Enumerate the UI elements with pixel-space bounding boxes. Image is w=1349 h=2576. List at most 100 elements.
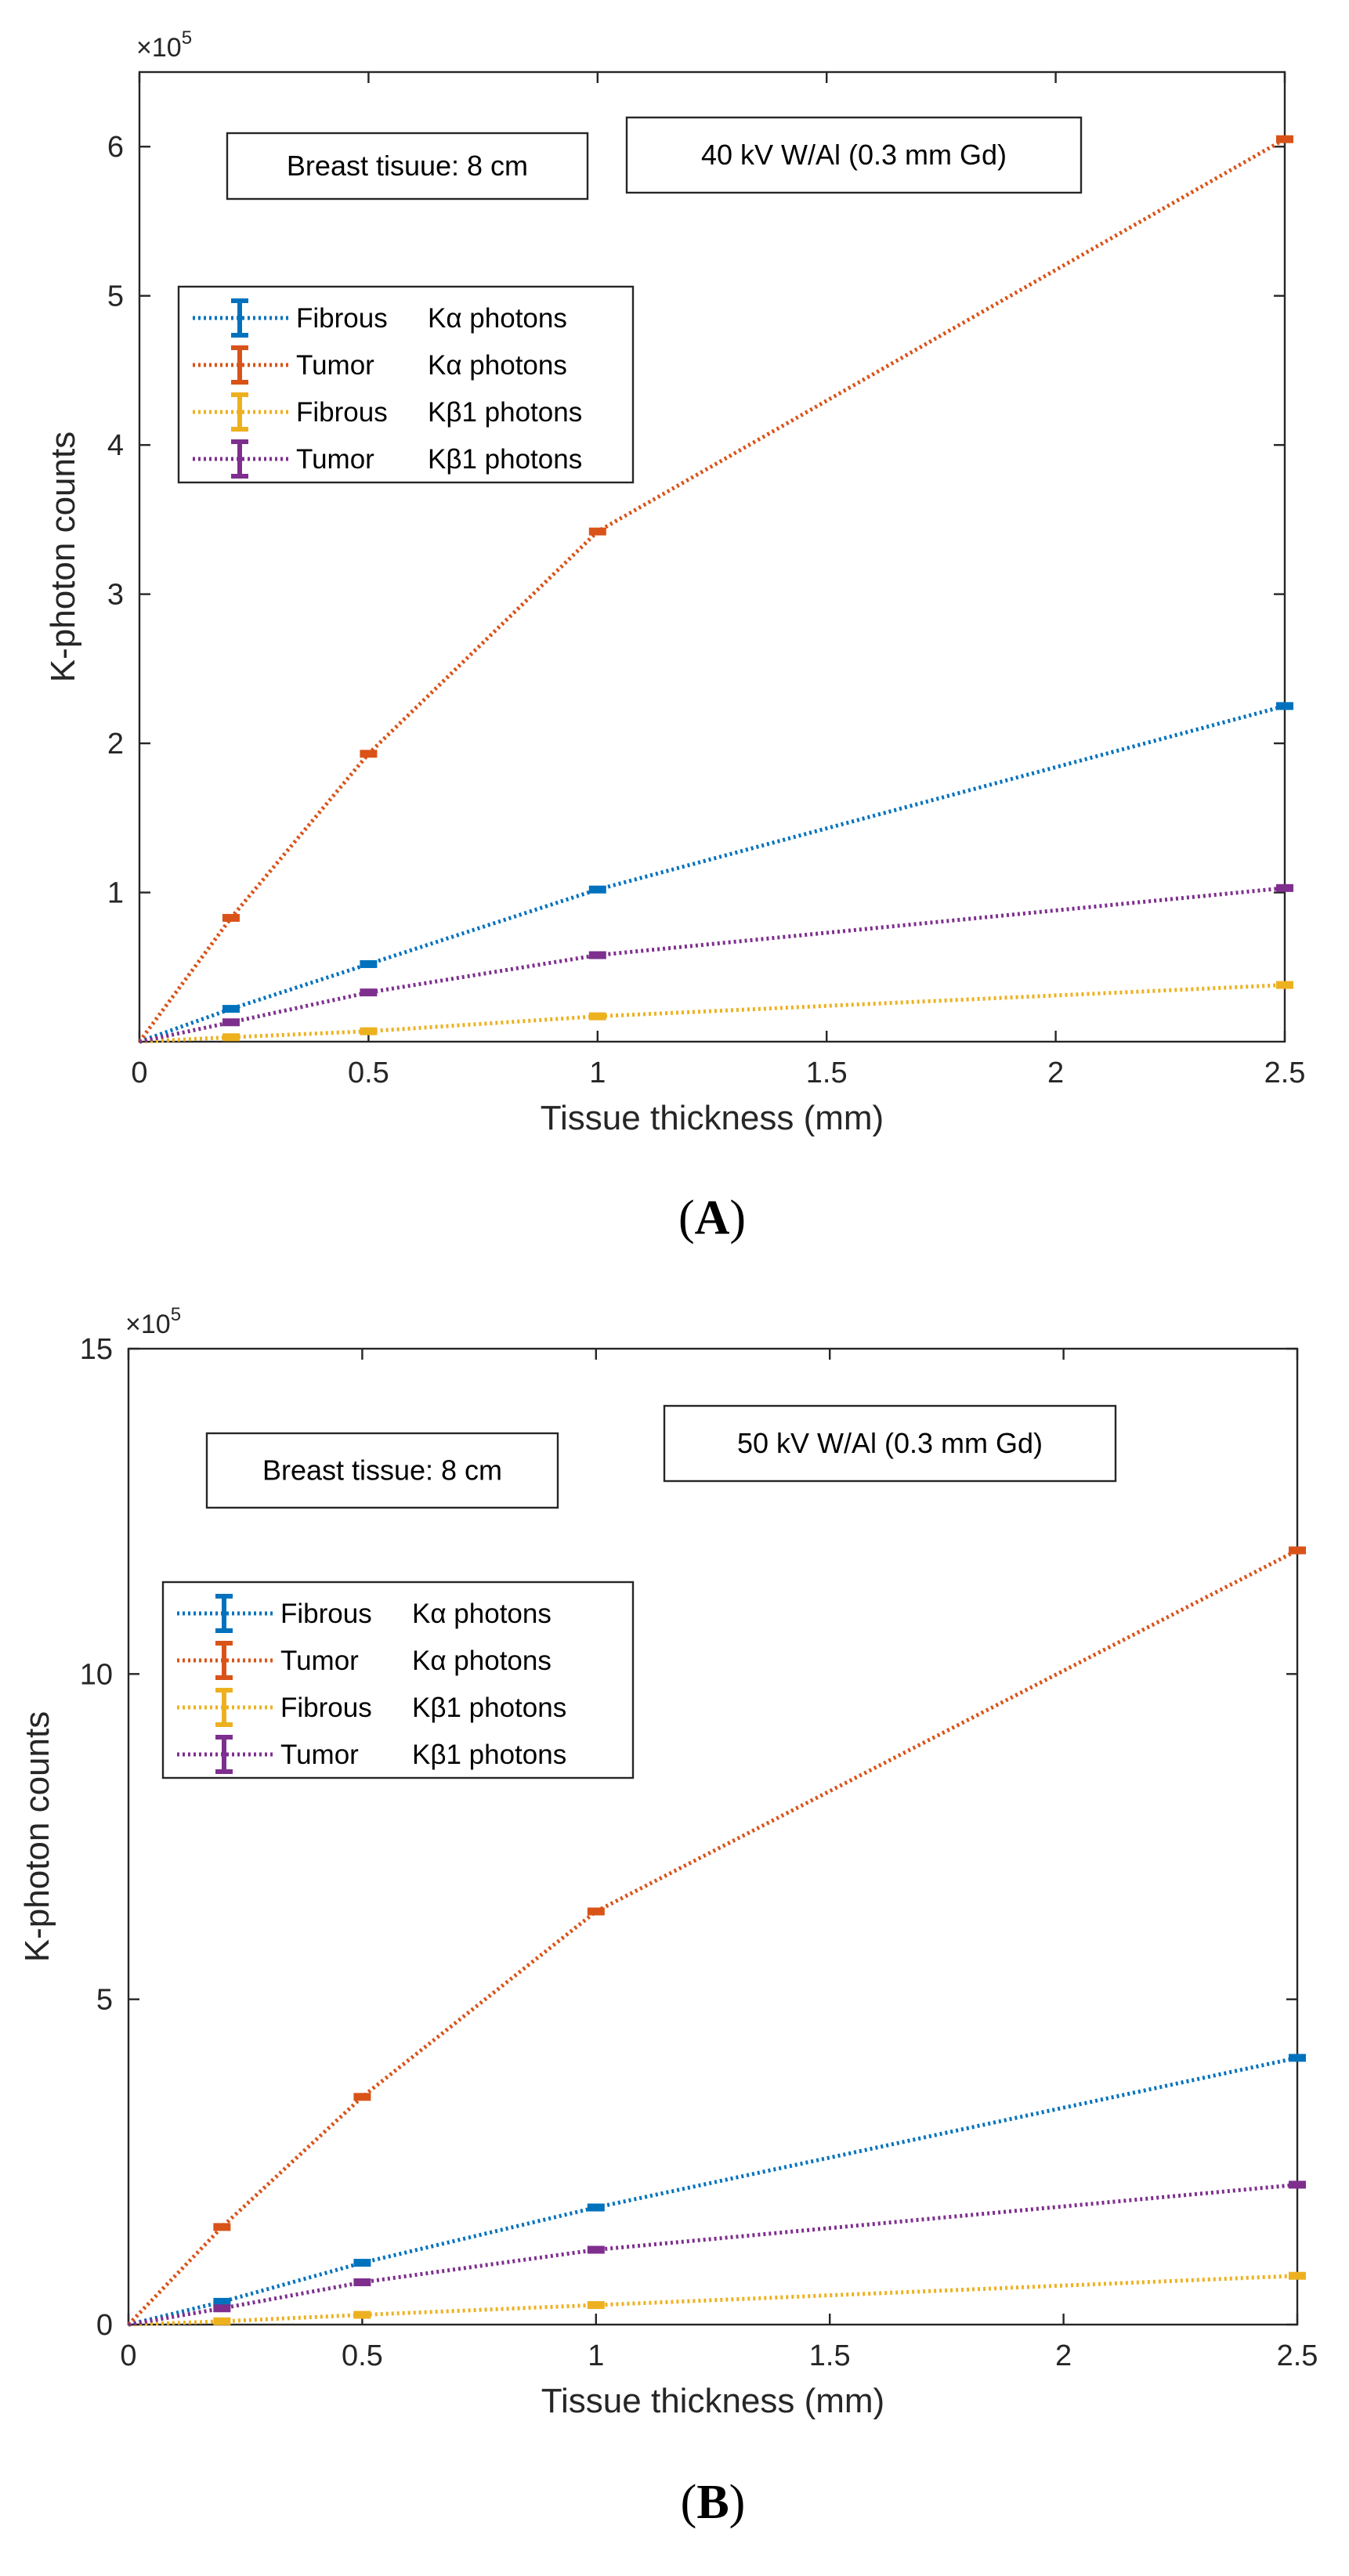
legend-series-desc: Kα photons xyxy=(428,303,567,334)
x-axis-label: Tissue thickness (mm) xyxy=(541,1099,884,1137)
x-tick-label: 2.5 xyxy=(1264,1057,1306,1089)
data-point xyxy=(1289,2180,1306,2189)
y-tick-label: 5 xyxy=(96,1984,113,2017)
y-multiplier: ×105 xyxy=(125,1304,181,1339)
data-point xyxy=(587,2203,605,2212)
x-tick-label: 2 xyxy=(1047,1057,1064,1089)
data-point xyxy=(1276,883,1293,892)
y-multiplier-base: ×10 xyxy=(136,33,182,63)
annotation-text: 40 kV W/Al (0.3 mm Gd) xyxy=(701,139,1007,171)
legend-series-name: Fibrous xyxy=(296,397,388,428)
legend-series-name: Tumor xyxy=(280,1740,359,1770)
series-line xyxy=(139,886,1286,1044)
data-point xyxy=(222,1018,240,1027)
data-point xyxy=(222,1005,240,1013)
data-point xyxy=(588,885,606,894)
y-tick-label: 2 xyxy=(107,728,124,761)
annotation-box xyxy=(205,1432,559,1509)
legend-series-name: Tumor xyxy=(296,350,374,381)
panel-label-open: ( xyxy=(678,1191,695,1245)
annotation-text: Breast tisuue: 8 cm xyxy=(287,150,528,182)
annotation-box xyxy=(226,132,589,201)
data-point xyxy=(353,2093,371,2101)
panel-label-close: ) xyxy=(729,1191,746,1245)
annotation-box xyxy=(625,116,1083,194)
data-point xyxy=(360,1027,378,1035)
x-tick-label: 0 xyxy=(131,1057,147,1089)
legend-series-desc: Kβ1 photons xyxy=(412,1693,566,1723)
y-axis-label: K-photon counts xyxy=(18,1711,56,1962)
y-tick-label: 1 xyxy=(107,877,124,910)
y-tick-label: 6 xyxy=(107,131,124,164)
data-point xyxy=(353,2278,371,2287)
y-tick-label: 5 xyxy=(107,280,124,313)
data-point xyxy=(1289,2054,1306,2062)
x-tick-label: 0.5 xyxy=(348,1057,389,1089)
data-point xyxy=(1276,702,1293,710)
data-point xyxy=(213,2317,231,2325)
y-multiplier: ×105 xyxy=(136,27,192,63)
y-tick-label: 3 xyxy=(107,579,124,612)
legend-series-desc: Kα photons xyxy=(412,1646,552,1676)
y-axis-label: K-photon counts xyxy=(44,432,82,682)
data-point xyxy=(213,2304,231,2313)
legend-series-desc: Kβ1 photons xyxy=(412,1740,566,1770)
data-point xyxy=(360,959,378,968)
x-tick-label: 1.5 xyxy=(809,2339,851,2372)
series-line xyxy=(128,2274,1298,2327)
y-multiplier-base: ×10 xyxy=(125,1310,171,1339)
panel-label: (A) xyxy=(678,1191,746,1245)
data-point xyxy=(1289,1546,1306,1555)
data-point xyxy=(588,951,606,959)
data-point xyxy=(587,1907,605,1916)
data-point xyxy=(360,750,378,758)
panel-label-letter: B xyxy=(696,2476,729,2529)
y-tick-label: 10 xyxy=(80,1658,113,1691)
legend-series-desc: Kβ1 photons xyxy=(428,397,582,428)
x-tick-label: 1 xyxy=(589,1057,606,1089)
series-line xyxy=(139,704,1286,1044)
annotation-text: Breast tissue: 8 cm xyxy=(262,1454,502,1487)
y-multiplier-exponent: 5 xyxy=(182,27,192,49)
panel-label-letter: A xyxy=(695,1191,730,1245)
legend-series-name: Fibrous xyxy=(280,1599,372,1629)
x-axis-label: Tissue thickness (mm) xyxy=(541,2382,884,2420)
data-point xyxy=(222,913,240,922)
data-point xyxy=(222,1033,240,1042)
panel-label: (B) xyxy=(681,2476,746,2529)
legend-series-name: Fibrous xyxy=(296,303,388,334)
data-point xyxy=(360,988,378,997)
annotation-box xyxy=(663,1404,1117,1483)
y-multiplier-exponent: 5 xyxy=(171,1304,181,1325)
panel-label-open: ( xyxy=(681,2476,697,2529)
series-line xyxy=(139,983,1286,1044)
y-tick-label: 4 xyxy=(107,429,124,462)
data-point xyxy=(1276,135,1293,143)
data-point xyxy=(353,2259,371,2267)
x-tick-label: 0.5 xyxy=(342,2339,383,2372)
y-tick-label: 15 xyxy=(80,1333,113,1366)
data-point xyxy=(588,1012,606,1021)
legend-series-desc: Kβ1 photons xyxy=(428,444,582,475)
data-point xyxy=(588,527,606,536)
series-line xyxy=(137,137,1286,1043)
x-tick-label: 1.5 xyxy=(806,1057,848,1089)
panel-label-close: ) xyxy=(729,2476,746,2529)
plot-frame xyxy=(127,1347,1299,2326)
legend-series-name: Fibrous xyxy=(280,1693,372,1723)
legend-series-name: Tumor xyxy=(296,444,374,475)
y-tick-label: 0 xyxy=(96,2309,113,2342)
legend-series-name: Tumor xyxy=(280,1646,359,1676)
series-line xyxy=(128,2182,1298,2327)
x-tick-label: 2 xyxy=(1055,2339,1072,2372)
data-point xyxy=(587,2301,605,2310)
legend-series-desc: Kα photons xyxy=(412,1599,552,1629)
data-point xyxy=(213,2223,231,2231)
plot-frame xyxy=(138,70,1286,1043)
x-tick-label: 2.5 xyxy=(1277,2339,1318,2372)
data-point xyxy=(353,2310,371,2319)
x-tick-label: 1 xyxy=(588,2339,604,2372)
